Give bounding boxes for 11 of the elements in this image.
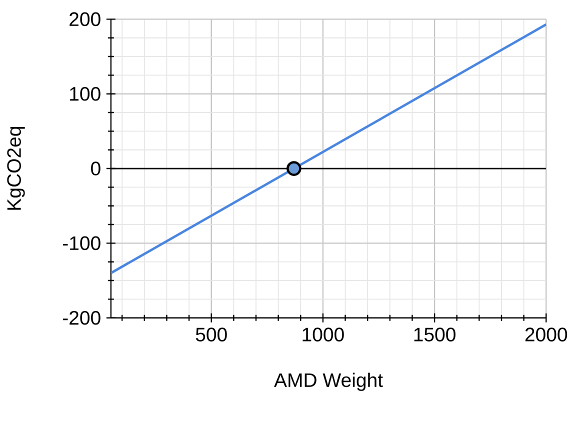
y-tick-label: -200 [62, 310, 100, 325]
x-tick-label: 1500 [414, 327, 456, 342]
x-axis-title: AMD Weight [274, 372, 383, 391]
x-tick-label: 2000 [525, 327, 568, 342]
x-tick-label: 1000 [302, 327, 344, 342]
x-tick-label: 500 [196, 327, 227, 342]
y-tick-label: -100 [62, 236, 100, 250]
y-tick-label: 100 [70, 86, 100, 101]
y-tick-label: 200 [70, 12, 100, 26]
y-axis-title: KgCO2eq [7, 126, 25, 210]
y-tick-label: 0 [91, 161, 100, 176]
